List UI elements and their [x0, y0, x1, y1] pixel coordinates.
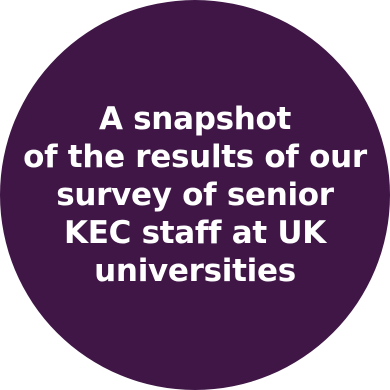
headline-line-2: of the results of our [23, 139, 367, 175]
headline-line-1: A snapshot [98, 101, 292, 137]
headline-line-5: universities [94, 253, 296, 289]
headline-line-3: survey of senior [56, 177, 334, 213]
badge-headline: A snapshot of the results of our survey … [23, 100, 367, 290]
headline-line-4: KEC staff at UK [64, 215, 326, 251]
